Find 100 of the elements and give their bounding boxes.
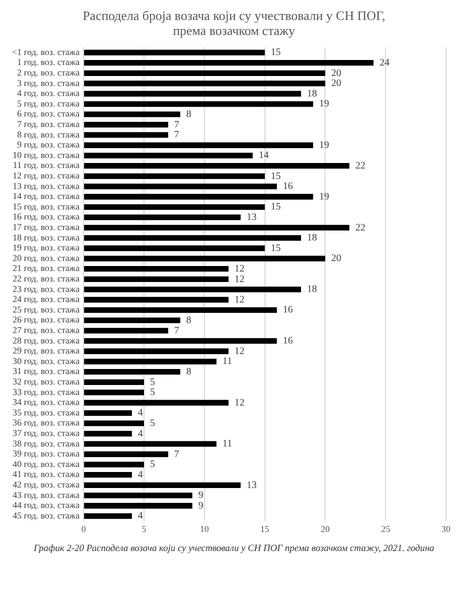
text: График 2-20 Расподела возача који су учествовали у СН ПОГ према возачком стажу, 2021. година (32, 544, 436, 554)
bar (84, 358, 216, 364)
y-tick-label: 37 год. воз. стажа (12, 428, 80, 438)
y-tick-label: 29 год. воз. стажа (12, 346, 80, 356)
bar (84, 112, 180, 118)
data-label: 15 (270, 47, 281, 58)
data-label: 18 (307, 88, 318, 100)
bar (84, 70, 326, 76)
bar (84, 173, 265, 179)
data-label: 11 (222, 356, 232, 368)
bar (84, 348, 229, 354)
y-tick-label: 15 год. воз. стажа (12, 201, 80, 212)
y-tick-label: 9 год. воз. стажа (17, 140, 80, 150)
y-tick-label: 4 год. воз. стажа (17, 88, 80, 98)
y-tick-label: 13 год. воз. стажа (12, 180, 80, 191)
y-tick-label: 7 год. воз. стажа (17, 119, 80, 130)
bar (84, 142, 314, 148)
y-tick-label: 16 год. воз. стажа (12, 212, 80, 222)
y-tick-label: 38 год. воз. стажа (12, 438, 80, 448)
bar (84, 184, 277, 190)
bar (84, 472, 132, 478)
y-tick-label: 35 год. воз. стажа (12, 407, 80, 418)
bar (84, 50, 265, 56)
y-tick-label: 18 год. воз. стажа (12, 232, 80, 242)
y-tick-label: 23 год. воз. стажа (12, 284, 80, 294)
bar (84, 194, 314, 200)
bar (84, 420, 144, 426)
bar (84, 245, 265, 252)
y-tick-label: 14 год. воз. стажа (12, 191, 80, 202)
y-tick-label: 2 год. воз. стажа (17, 68, 80, 78)
data-label: 20 (331, 253, 342, 264)
data-label: 4 (138, 428, 143, 440)
y-tick-label: 21 год. воз. стажа (12, 263, 80, 274)
bar (84, 502, 192, 509)
y-tick-label: 8 год. воз. стажа (17, 129, 80, 140)
bar (84, 462, 144, 468)
bar (84, 235, 302, 241)
y-tick-label: 44 год. воз. стажа (12, 500, 80, 510)
x-tick-label: 30 (442, 524, 451, 534)
data-label: 24 (380, 57, 390, 68)
data-label: 12 (234, 263, 245, 274)
bar (84, 318, 180, 324)
data-label: 16 (282, 304, 293, 316)
y-tick-label: 41 год. воз. стажа (12, 469, 80, 480)
data-label: 12 (234, 274, 245, 285)
bar (84, 80, 326, 86)
bar (84, 224, 350, 230)
x-tick-label: 10 (200, 524, 210, 534)
bar (84, 492, 192, 498)
x-tick-label: 5 (142, 524, 147, 534)
data-label: 20 (331, 78, 342, 90)
bar (84, 276, 229, 282)
bar (84, 132, 168, 138)
data-label: 19 (319, 98, 330, 110)
data-label: 5 (150, 459, 155, 470)
bar (84, 296, 229, 303)
y-tick-label: 5 год. воз. стажа (17, 98, 80, 108)
data-label: 7 (174, 448, 180, 460)
y-tick-label: <1 год. воз. стажа (12, 46, 80, 57)
data-label: 4 (138, 408, 143, 419)
data-label: 16 (282, 181, 293, 192)
data-label: 8 (186, 366, 192, 378)
y-tick-label: 22 год. воз. стажа (12, 274, 80, 284)
x-tick-label: 15 (260, 524, 270, 534)
y-tick-label: 19 год. воз. стажа (12, 242, 80, 253)
data-label: 4 (138, 510, 143, 522)
data-label: 12 (234, 294, 245, 306)
data-label: 18 (307, 232, 318, 244)
y-tick-label: 36 год. воз. стажа (12, 418, 80, 428)
data-label: 7 (174, 325, 180, 336)
bar (84, 328, 168, 334)
bar (84, 379, 144, 385)
y-tick-label: 10 год. воз. стажа (12, 150, 80, 160)
y-tick-label: 28 год. воз. стажа (12, 335, 80, 346)
x-tick-label: 20 (320, 524, 330, 534)
y-tick-label: 40 год. воз. стажа (12, 458, 80, 469)
bar (84, 266, 229, 272)
data-label: 13 (246, 480, 257, 491)
bar (84, 256, 326, 262)
bar (84, 338, 277, 344)
y-tick-label: 42 год. воз. стажа (12, 480, 80, 490)
y-tick-label: 25 год. воз. стажа (12, 304, 80, 314)
bar (84, 513, 132, 519)
y-tick-label: 31 год. воз. стажа (12, 366, 80, 376)
data-label: 8 (186, 314, 192, 326)
y-tick-label: 32 год. воз. стажа (12, 376, 80, 387)
bar (84, 369, 180, 375)
y-tick-label: 20 год. воз. стажа (12, 252, 80, 263)
y-tick-label: 3 год. воз. стажа (17, 78, 80, 88)
data-label: 16 (282, 336, 293, 347)
bar (84, 441, 216, 447)
data-label: 5 (150, 376, 155, 388)
y-tick-label: 27 год. воз. стажа (12, 325, 80, 336)
bar (84, 430, 132, 436)
y-tick-label: 30 год. воз. стажа (12, 356, 80, 366)
data-label: 9 (198, 500, 204, 512)
data-label: 18 (307, 284, 318, 296)
data-label: 8 (186, 108, 192, 120)
bar (84, 204, 265, 210)
data-label: 4 (138, 469, 143, 480)
